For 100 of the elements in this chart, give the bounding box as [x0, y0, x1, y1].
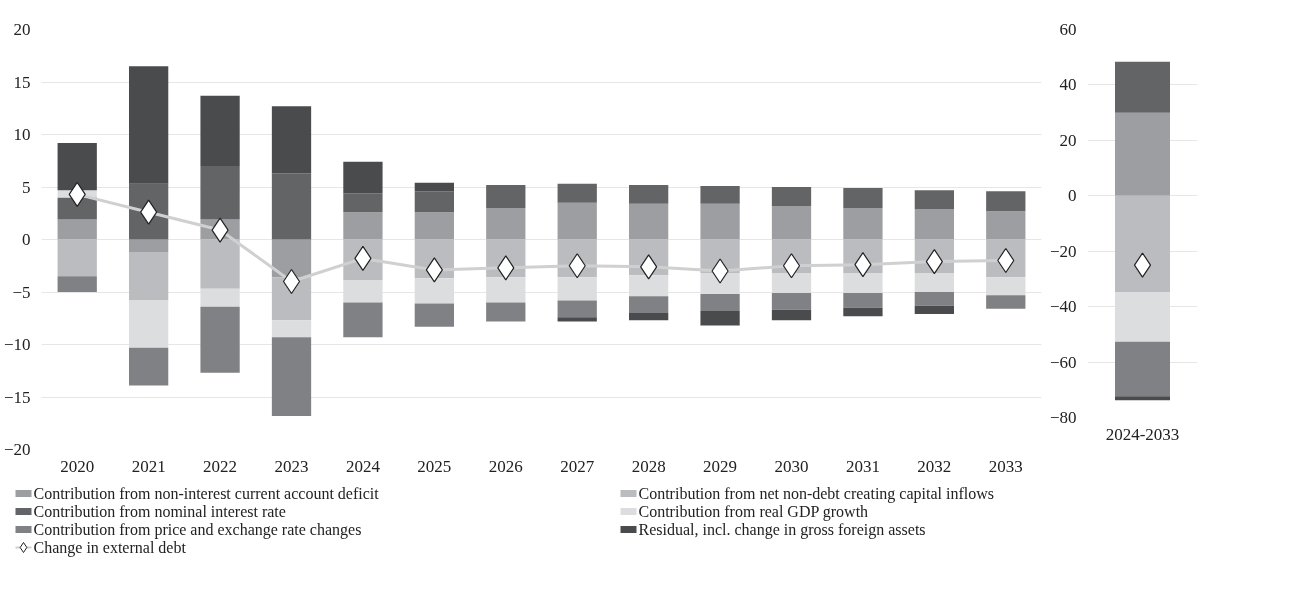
bar [200, 239, 240, 289]
y-tick-label: 40 [1059, 75, 1077, 95]
bar [700, 294, 740, 311]
bar [843, 307, 883, 317]
bar [843, 188, 883, 208]
x-tick-label: 2020 [60, 456, 95, 476]
bar [629, 203, 669, 240]
bar [557, 202, 597, 240]
legend-label: Contribution from real GDP growth [638, 503, 869, 521]
bar [200, 306, 240, 373]
x-tick-label: 2023 [274, 456, 309, 476]
bar [629, 296, 669, 313]
bar [629, 275, 669, 297]
x-tick-label: 2032 [917, 456, 952, 476]
bar [914, 292, 954, 306]
bar [629, 184, 669, 204]
bar [557, 277, 597, 301]
bar [843, 273, 883, 294]
bar [771, 309, 812, 321]
bar [771, 205, 812, 240]
bar [1115, 195, 1170, 293]
y-tick-label: 20 [1059, 130, 1077, 150]
bar [343, 302, 383, 338]
bar [57, 142, 97, 191]
bar [414, 182, 454, 192]
bar [486, 277, 526, 303]
bar [1115, 112, 1170, 196]
bar [1115, 61, 1170, 113]
bar [271, 320, 312, 338]
bar [1115, 396, 1170, 401]
bar [486, 302, 526, 322]
y-tick-label: 5 [22, 177, 31, 197]
bar [414, 278, 454, 304]
bar [557, 300, 597, 318]
bar [343, 161, 383, 194]
bar [271, 106, 312, 174]
x-tick-label: 2024-2033 [1105, 424, 1180, 444]
x-tick-label: 2028 [631, 456, 666, 476]
bar [271, 337, 312, 416]
legend-label: Contribution from price and exchange rate changes [33, 521, 362, 539]
bar [343, 280, 383, 303]
legend-label: Contribution from net non-debt creating capital inflows [638, 485, 994, 503]
legend-label: Change in external debt [33, 539, 187, 557]
bar [986, 191, 1026, 212]
legend-label: Contribution from nominal interest rate [33, 503, 286, 520]
bar [129, 300, 169, 348]
bar [914, 273, 954, 292]
y-tick-label: 0 [1068, 186, 1077, 206]
y-tick-label: 20 [13, 20, 31, 39]
x-tick-label: 2031 [845, 456, 880, 476]
legend-label: Residual, incl. change in gross foreign assets [638, 521, 926, 539]
bar [843, 208, 883, 240]
y-tick-label: −80 [1049, 408, 1077, 427]
y-tick-label: −10 [3, 335, 31, 354]
bar [914, 305, 954, 315]
bar [57, 239, 97, 277]
bar [914, 209, 954, 240]
bar [414, 212, 454, 240]
y-tick-label: −15 [3, 387, 31, 407]
y-tick-label: −5 [12, 282, 31, 302]
x-tick-label: 2021 [131, 456, 166, 476]
legend-label: Contribution from non-interest current account deficit [33, 485, 380, 502]
x-tick-label: 2027 [560, 456, 595, 476]
bar [771, 187, 812, 206]
bar [57, 219, 97, 240]
bar [771, 293, 812, 310]
y-tick-label: 60 [1059, 20, 1077, 39]
bar [343, 212, 383, 240]
y-tick-label: −60 [1049, 352, 1077, 372]
x-tick-label: 2030 [774, 456, 809, 476]
x-tick-label: 2022 [203, 456, 238, 476]
bar [700, 310, 740, 326]
bar [414, 303, 454, 327]
bar [200, 288, 240, 307]
bar [700, 203, 740, 240]
y-tick-label: 0 [22, 230, 31, 249]
y-tick-label: −40 [1049, 297, 1077, 317]
x-tick-label: 2026 [488, 456, 523, 476]
bar [129, 347, 169, 386]
y-tick-label: −20 [3, 440, 31, 459]
bar [986, 277, 1026, 296]
bar [414, 191, 454, 213]
bar [129, 239, 169, 253]
bar [129, 66, 169, 184]
x-tick-label: 2033 [988, 456, 1023, 476]
bar [486, 184, 526, 208]
bar [57, 276, 97, 292]
bar [629, 313, 669, 321]
bar [557, 317, 597, 322]
x-tick-label: 2024 [345, 456, 381, 476]
x-tick-label: 2025 [417, 456, 452, 476]
y-tick-label: 15 [13, 72, 31, 92]
bar [343, 193, 383, 213]
bar [986, 211, 1026, 240]
bar [1115, 292, 1170, 342]
bar [700, 185, 740, 204]
bar [557, 183, 597, 203]
bar [843, 293, 883, 308]
x-tick-label: 2029 [703, 456, 738, 476]
bar [700, 273, 740, 295]
